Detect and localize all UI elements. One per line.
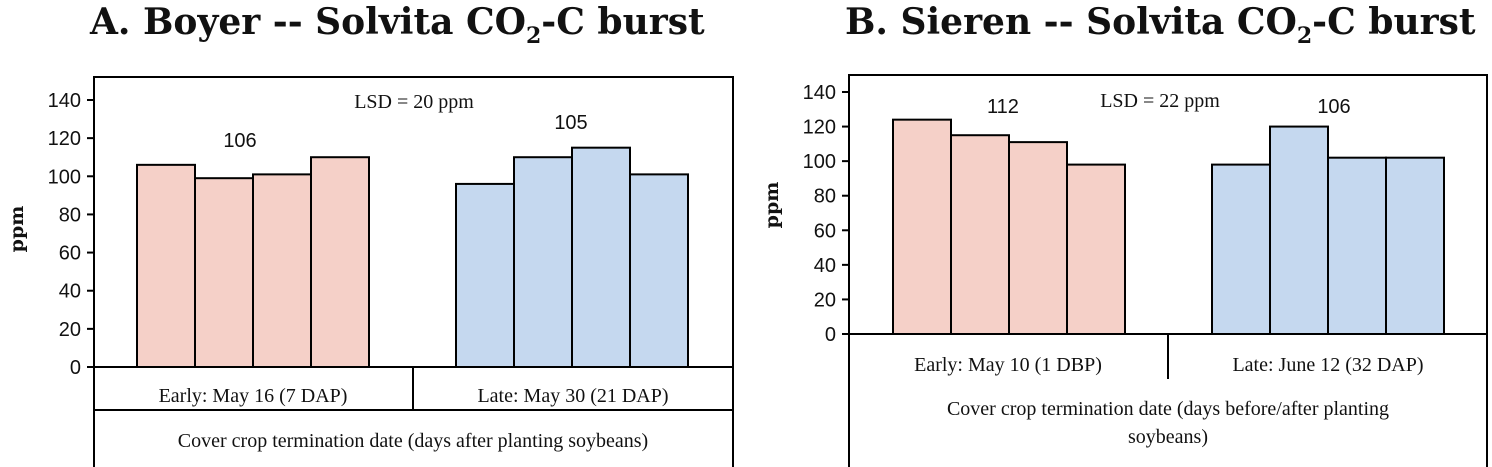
chart-b-group-means: 112 106 [987,96,1351,118]
chart-a-y-tick-label: 80 [59,204,81,226]
chart-b-mean-label-late: 106 [1317,96,1350,118]
chart-a-bar-late-4 [629,173,689,368]
chart-a: A. Boyer -- Solvita CO2-C burst ppm 0 20 4… [6,1,734,467]
chart-a-lsd-annotation: LSD = 20 ppm [354,91,474,113]
chart-b-y-tick-label: 60 [814,220,836,242]
chart-b-bar-late-2 [1269,125,1329,335]
chart-a-title: A. Boyer -- Solvita CO2-C burst [89,1,705,49]
chart-b-y-axis-label: ppm [761,182,783,229]
chart-b-y-ticks: 0 20 40 60 80 100 120 140 [803,82,849,346]
chart-a-bar-early-1 [136,163,196,368]
chart-a-y-tick-label: 120 [48,128,81,150]
chart-a-y-tick-label: 0 [70,357,81,379]
chart-b-y-tick-label: 100 [803,151,836,173]
chart-a-title-suffix: -C burst [541,1,705,43]
chart-b-bar-early-1 [892,118,952,335]
chart-b-y-tick-label: 80 [814,186,836,208]
chart-a-x-axis-label: Cover crop termination date (days after … [178,430,648,452]
chart-b-y-tick-label: 40 [814,255,836,277]
chart-a-y-tick-label: 100 [48,166,81,188]
chart-a-frame [93,76,734,467]
chart-a-mean-label-late: 105 [554,112,587,134]
chart-b-y-tick-label: 120 [803,117,836,139]
chart-b-title-suffix: -C burst [1312,1,1476,43]
chart-b-bar-early-2 [950,134,1010,335]
chart-a-title-subscript: 2 [526,23,541,49]
chart-a-bar-early-3 [252,173,312,368]
chart-a-bar-late-3 [571,146,631,368]
chart-a-category-label-early: Early: May 16 (7 DAP) [159,385,348,407]
chart-a-mean-label-early: 106 [223,130,256,152]
chart-a-y-ticks: 0 20 40 60 80 100 120 140 [48,90,94,379]
chart-b-category-label-late: Late: June 12 (32 DAP) [1232,354,1423,376]
chart-b-y-tick-label: 140 [803,82,836,104]
chart-b-lsd-annotation: LSD = 22 ppm [1100,90,1220,112]
chart-b-title-subscript: 2 [1297,23,1312,49]
chart-a-group-means: 106 105 [223,112,587,152]
chart-a-title-main: A. Boyer -- Solvita CO [89,1,526,43]
chart-a-bar-late-1 [455,182,515,368]
chart-b-bar-early-3 [1008,141,1068,335]
chart-b-x-axis-label-line-1: Cover crop termination date (days before… [947,398,1389,420]
chart-a-y-tick-label: 140 [48,90,81,112]
chart-b-category-label-early: Early: May 10 (1 DBP) [914,354,1102,376]
chart-a-category-label-late: Late: May 30 (21 DAP) [477,385,668,407]
chart-b-y-tick-label: 0 [825,324,836,346]
chart-a-bar-early-2 [194,177,254,368]
chart-b: B. Sieren -- Solvita CO2-C burst ppm 020… [761,1,1488,467]
chart-b-bar-late-4 [1385,156,1445,335]
chart-b-x-axis-label-line-2: soybeans) [1128,426,1208,448]
chart-a-bars [136,146,689,368]
chart-b-bar-late-1 [1211,163,1271,335]
chart-b-bar-late-3 [1327,156,1387,335]
chart-b-frame [848,74,1488,467]
chart-b-bar-early-4 [1066,163,1126,335]
chart-a-y-axis-label: ppm [6,206,28,253]
chart-a-y-tick-label: 40 [59,281,81,303]
chart-b-bars [892,118,1445,335]
chart-a-bar-early-4 [310,156,370,368]
chart-a-y-tick-label: 20 [59,319,81,341]
chart-b-title-main: B. Sieren -- Solvita CO [845,1,1297,43]
chart-b-y-tick-label: 20 [814,289,836,311]
chart-a-y-tick-label: 60 [59,243,81,265]
chart-b-title: B. Sieren -- Solvita CO2-C burst [845,1,1476,49]
chart-b-mean-label-early: 112 [987,96,1019,118]
chart-a-bar-late-2 [513,156,573,368]
